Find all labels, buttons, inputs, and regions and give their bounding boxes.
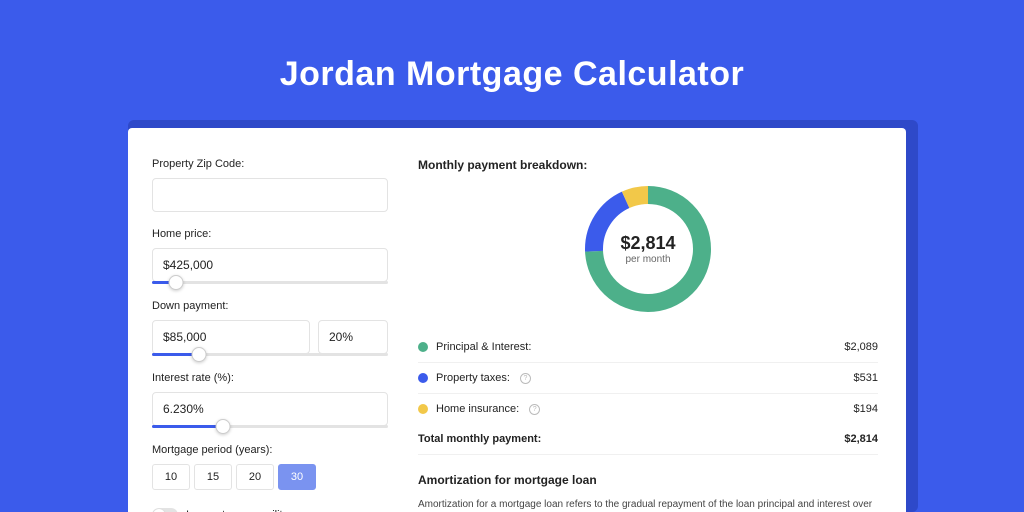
legend-value: $2,089 — [844, 341, 878, 353]
veteran-toggle[interactable] — [152, 508, 178, 512]
info-icon[interactable]: ? — [520, 373, 531, 384]
zip-input[interactable] — [152, 178, 388, 212]
period-option-30[interactable]: 30 — [278, 464, 316, 490]
legend-dot — [418, 342, 428, 352]
legend-value: $531 — [854, 372, 878, 384]
interest-rate-field: Interest rate (%): — [152, 372, 388, 428]
legend-row: Home insurance:? $194 — [418, 394, 878, 424]
breakdown-panel: Monthly payment breakdown: $2,814 per mo… — [408, 128, 906, 512]
legend: Principal & Interest: $2,089 Property taxe… — [418, 332, 878, 424]
mortgage-period-field: Mortgage period (years): 10152030 — [152, 444, 388, 490]
legend-value: $194 — [854, 403, 878, 415]
interest-rate-label: Interest rate (%): — [152, 372, 388, 384]
legend-total-row: Total monthly payment: $2,814 — [418, 424, 878, 455]
page-title: Jordan Mortgage Calculator — [0, 0, 1024, 124]
interest-rate-input[interactable] — [152, 392, 388, 426]
legend-row: Principal & Interest: $2,089 — [418, 332, 878, 363]
amortization-body: Amortization for a mortgage loan refers … — [418, 497, 878, 512]
veteran-toggle-row: I am veteran or military — [152, 508, 388, 512]
down-payment-amount-input[interactable] — [152, 320, 310, 354]
donut-center: $2,814 per month — [620, 233, 675, 265]
down-payment-pct-input[interactable] — [318, 320, 388, 354]
legend-label: Property taxes: — [436, 372, 510, 384]
period-option-10[interactable]: 10 — [152, 464, 190, 490]
donut-wrap: $2,814 per month — [418, 186, 878, 312]
period-option-20[interactable]: 20 — [236, 464, 274, 490]
calculator-card: Property Zip Code: Home price: Down paym… — [128, 128, 906, 512]
legend-label: Principal & Interest: — [436, 341, 531, 353]
home-price-field: Home price: — [152, 228, 388, 284]
donut-amount: $2,814 — [620, 233, 675, 254]
amortization-section: Amortization for mortgage loan Amortizat… — [418, 473, 878, 512]
slider-thumb[interactable] — [192, 347, 207, 362]
slider-fill — [152, 425, 223, 428]
zip-field: Property Zip Code: — [152, 158, 388, 212]
period-option-15[interactable]: 15 — [194, 464, 232, 490]
legend-dot — [418, 373, 428, 383]
total-value: $2,814 — [844, 433, 878, 445]
interest-rate-slider[interactable] — [152, 425, 388, 428]
total-label: Total monthly payment: — [418, 433, 541, 445]
slider-thumb[interactable] — [215, 419, 230, 434]
donut-sub: per month — [620, 254, 675, 265]
legend-label: Home insurance: — [436, 403, 519, 415]
mortgage-period-options: 10152030 — [152, 464, 388, 490]
donut-chart: $2,814 per month — [585, 186, 711, 312]
slider-thumb[interactable] — [168, 275, 183, 290]
breakdown-title: Monthly payment breakdown: — [418, 158, 878, 172]
page-root: Jordan Mortgage Calculator Property Zip … — [0, 0, 1024, 512]
form-panel: Property Zip Code: Home price: Down paym… — [128, 128, 408, 512]
mortgage-period-label: Mortgage period (years): — [152, 444, 388, 456]
down-payment-slider[interactable] — [152, 353, 388, 356]
down-payment-field: Down payment: — [152, 300, 388, 356]
zip-label: Property Zip Code: — [152, 158, 388, 170]
home-price-label: Home price: — [152, 228, 388, 240]
down-payment-label: Down payment: — [152, 300, 388, 312]
home-price-input[interactable] — [152, 248, 388, 282]
info-icon[interactable]: ? — [529, 404, 540, 415]
legend-dot — [418, 404, 428, 414]
legend-row: Property taxes:? $531 — [418, 363, 878, 394]
home-price-slider[interactable] — [152, 281, 388, 284]
amortization-title: Amortization for mortgage loan — [418, 473, 878, 487]
